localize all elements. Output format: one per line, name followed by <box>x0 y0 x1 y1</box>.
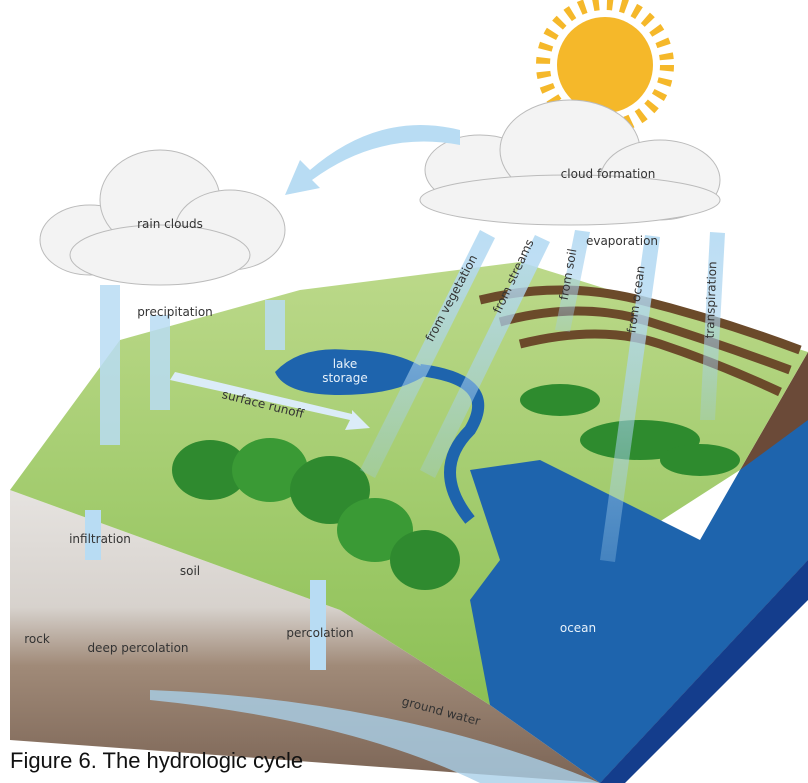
label: percolation <box>286 626 353 640</box>
label: soil <box>180 564 200 578</box>
label: deep percolation <box>87 641 188 655</box>
caption: Figure 6. The hydrologic cycle <box>10 748 303 773</box>
label: infiltration <box>69 532 131 546</box>
label: precipitation <box>137 305 213 319</box>
formation-cloud <box>420 100 720 225</box>
label: ocean <box>560 621 596 635</box>
label: lake <box>333 357 358 371</box>
label: rock <box>24 632 50 646</box>
label: storage <box>322 371 368 385</box>
label: rain clouds <box>137 217 203 231</box>
hydrologic-cycle-diagram: rain clouds cloud formation precipitatio… <box>0 0 808 783</box>
label: cloud formation <box>561 167 656 181</box>
label: transpiration <box>703 261 720 339</box>
label: evaporation <box>586 234 658 248</box>
